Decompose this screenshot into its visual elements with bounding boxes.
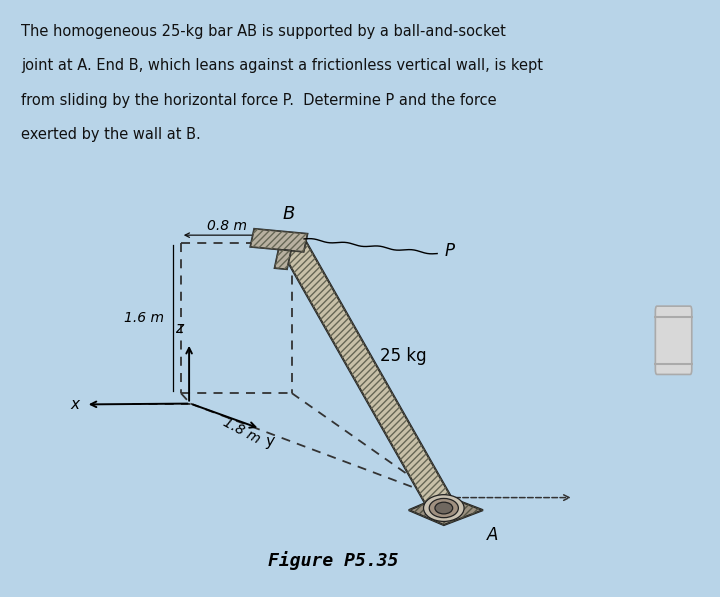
Circle shape <box>429 498 459 518</box>
Polygon shape <box>274 250 291 269</box>
Text: B: B <box>282 205 294 223</box>
Text: 25 kg: 25 kg <box>380 346 427 365</box>
Circle shape <box>423 495 464 521</box>
Polygon shape <box>279 239 457 513</box>
Text: joint at A. End B, which leans against a frictionless vertical wall, is kept: joint at A. End B, which leans against a… <box>21 58 543 73</box>
Text: 1.8 m: 1.8 m <box>220 415 262 447</box>
Text: x: x <box>71 397 79 412</box>
Text: 0.8 m: 0.8 m <box>207 219 248 233</box>
Text: The homogeneous 25-kg bar AB is supported by a ball-and-socket: The homogeneous 25-kg bar AB is supporte… <box>21 24 506 39</box>
Text: y: y <box>265 433 274 449</box>
FancyBboxPatch shape <box>655 306 692 374</box>
Text: A: A <box>487 526 498 544</box>
Text: P: P <box>445 242 455 260</box>
Polygon shape <box>251 229 307 252</box>
Text: 1.6 m: 1.6 m <box>124 311 163 325</box>
Text: Figure P5.35: Figure P5.35 <box>268 551 398 570</box>
Polygon shape <box>409 495 483 525</box>
Text: from sliding by the horizontal force P.  Determine P and the force: from sliding by the horizontal force P. … <box>21 93 497 107</box>
Circle shape <box>435 502 453 514</box>
Text: z: z <box>175 321 183 336</box>
Text: exerted by the wall at B.: exerted by the wall at B. <box>21 127 201 142</box>
